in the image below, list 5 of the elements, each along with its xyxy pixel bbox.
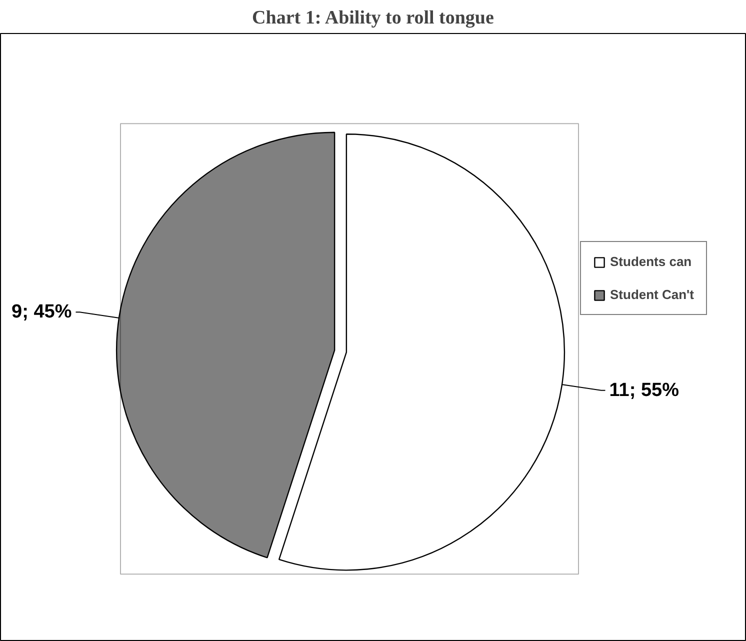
data-label: 11; 55% [609, 380, 680, 401]
chart-title: Chart 1: Ability to roll tongue [252, 8, 494, 28]
legend-label: Students can [610, 254, 692, 269]
legend-label: Student Can't [610, 287, 694, 302]
data-label: 9; 45% [12, 302, 72, 323]
